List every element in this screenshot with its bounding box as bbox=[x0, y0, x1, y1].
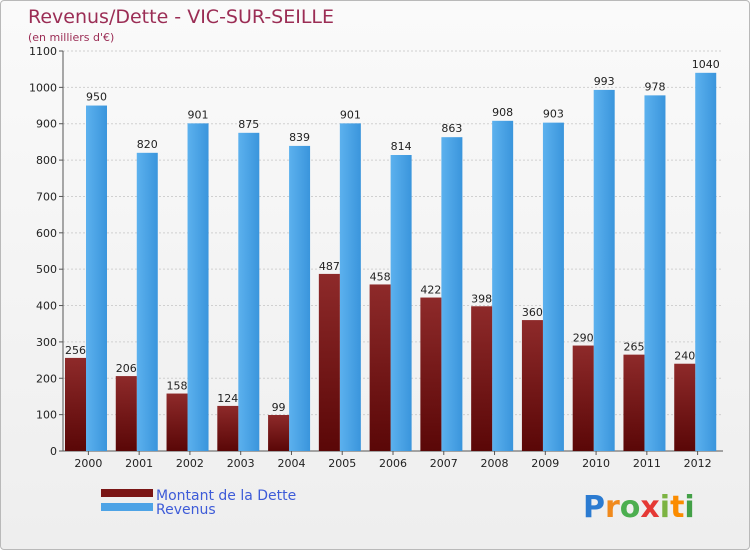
legend-swatch-debt bbox=[101, 489, 153, 497]
bar-debt bbox=[115, 376, 137, 451]
data-label-debt: 360 bbox=[522, 306, 543, 319]
y-tick-label: 600 bbox=[36, 227, 57, 240]
data-label-debt: 398 bbox=[471, 292, 492, 305]
chart-subtitle: (en milliers d'€) bbox=[28, 31, 114, 44]
data-label-revenus: 978 bbox=[644, 80, 665, 93]
bar-debt bbox=[623, 354, 645, 451]
x-tick-label: 2005 bbox=[328, 457, 356, 470]
data-label-revenus: 908 bbox=[492, 106, 513, 119]
bar-revenus bbox=[644, 95, 666, 451]
bar-revenus bbox=[441, 137, 463, 451]
y-tick-label: 100 bbox=[36, 409, 57, 422]
logo-letter: r bbox=[605, 490, 620, 525]
data-label-debt: 240 bbox=[674, 350, 695, 363]
logo-letter: t bbox=[670, 490, 684, 525]
data-label-revenus: 839 bbox=[289, 131, 310, 144]
logo-letter: x bbox=[640, 490, 659, 525]
data-label-revenus: 950 bbox=[86, 91, 107, 104]
y-tick-label: 200 bbox=[36, 372, 57, 385]
bar-revenus bbox=[86, 105, 107, 451]
data-label-debt: 458 bbox=[370, 270, 391, 283]
y-tick-label: 900 bbox=[36, 118, 57, 131]
data-label-revenus: 903 bbox=[543, 108, 564, 121]
data-label-debt: 99 bbox=[272, 401, 286, 414]
bar-revenus bbox=[238, 132, 260, 451]
legend-label-revenus: Revenus bbox=[156, 502, 216, 518]
data-label-revenus: 901 bbox=[188, 108, 209, 121]
data-label-debt: 124 bbox=[217, 392, 238, 405]
bar-revenus bbox=[492, 120, 514, 452]
x-tick-label: 2003 bbox=[227, 457, 255, 470]
y-tick-label: 1100 bbox=[29, 45, 57, 58]
bar-debt bbox=[166, 393, 188, 451]
y-tick-label: 300 bbox=[36, 336, 57, 349]
x-tick-label: 2008 bbox=[481, 457, 509, 470]
data-label-revenus: 1040 bbox=[692, 58, 720, 71]
bar-revenus bbox=[542, 122, 564, 452]
data-label-debt: 206 bbox=[116, 362, 137, 375]
bar-debt bbox=[674, 363, 696, 451]
bar-debt bbox=[471, 306, 493, 451]
data-label-debt: 265 bbox=[623, 341, 644, 354]
x-tick-label: 2001 bbox=[125, 457, 153, 470]
y-tick-label: 700 bbox=[36, 190, 57, 203]
bar-debt bbox=[318, 273, 340, 451]
data-label-debt: 256 bbox=[65, 344, 86, 357]
x-tick-label: 2011 bbox=[633, 457, 661, 470]
bar-debt bbox=[65, 357, 86, 451]
bar-debt bbox=[420, 297, 442, 451]
data-label-debt: 290 bbox=[573, 332, 594, 345]
bar-revenus bbox=[339, 123, 361, 451]
x-tick-label: 2007 bbox=[430, 457, 458, 470]
x-tick-label: 2012 bbox=[684, 457, 712, 470]
data-label-revenus: 863 bbox=[441, 122, 462, 135]
chart-title: Revenus/Dette - VIC-SUR-SEILLE bbox=[28, 6, 334, 28]
logo-letter: o bbox=[620, 490, 641, 525]
y-tick-label: 400 bbox=[36, 300, 57, 313]
bar-revenus bbox=[136, 152, 158, 451]
bar-debt bbox=[268, 415, 290, 451]
legend: Montant de la Dette Revenus bbox=[101, 488, 296, 518]
y-tick-label: 500 bbox=[36, 263, 57, 276]
bar-revenus bbox=[289, 145, 311, 451]
data-label-revenus: 875 bbox=[238, 118, 259, 131]
x-tick-label: 2006 bbox=[379, 457, 407, 470]
bar-revenus bbox=[695, 72, 717, 452]
data-label-revenus: 993 bbox=[594, 75, 615, 88]
x-tick-label: 2009 bbox=[531, 457, 559, 470]
logo-letter: i bbox=[660, 490, 670, 525]
bar-revenus bbox=[390, 155, 412, 451]
data-label-revenus: 901 bbox=[340, 108, 361, 121]
bar-revenus bbox=[593, 89, 615, 451]
y-tick-label: 1000 bbox=[29, 81, 57, 94]
x-tick-label: 2000 bbox=[74, 457, 102, 470]
proxiti-logo: Proxiti bbox=[583, 490, 695, 525]
plot-area: 0 100 200 300 400 500 600 700 800 900 1000 1100 950 2… bbox=[29, 45, 723, 470]
bar-debt bbox=[521, 320, 543, 451]
logo-letter: P bbox=[583, 490, 605, 525]
legend-label-debt: Montant de la Dette bbox=[156, 488, 296, 504]
bar-debt bbox=[369, 284, 391, 451]
data-label-debt: 158 bbox=[167, 380, 188, 393]
bar-debt bbox=[217, 405, 239, 451]
bar-debt bbox=[572, 345, 594, 451]
bar-revenus bbox=[187, 123, 209, 451]
data-label-revenus: 820 bbox=[137, 138, 158, 151]
y-tick-label: 0 bbox=[50, 445, 57, 458]
data-label-revenus: 814 bbox=[391, 140, 412, 153]
data-label-debt: 422 bbox=[420, 284, 441, 297]
x-tick-label: 2010 bbox=[582, 457, 610, 470]
logo-letter: i bbox=[684, 490, 694, 525]
legend-swatch-revenus bbox=[101, 503, 153, 511]
x-tick-label: 2002 bbox=[176, 457, 204, 470]
x-tick-label: 2004 bbox=[277, 457, 305, 470]
data-label-debt: 487 bbox=[319, 260, 340, 273]
y-tick-label: 800 bbox=[36, 154, 57, 167]
